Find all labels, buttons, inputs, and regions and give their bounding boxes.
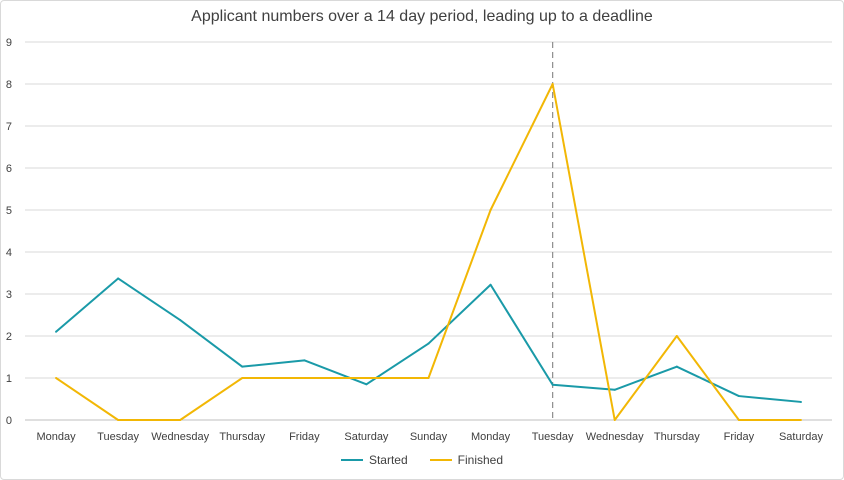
data-point-started xyxy=(55,330,58,333)
data-point-started xyxy=(179,319,182,322)
data-point-finished xyxy=(489,209,492,211)
data-point-finished xyxy=(737,419,740,421)
legend-item-started: Started xyxy=(340,453,408,467)
y-tick-label: 4 xyxy=(6,247,12,259)
y-tick-label: 2 xyxy=(6,331,12,343)
data-point-started xyxy=(737,395,740,398)
data-point-finished xyxy=(675,335,678,337)
x-tick-label: Wednesday xyxy=(151,431,209,443)
legend-label-finished: Finished xyxy=(457,453,504,467)
x-tick-label: Wednesday xyxy=(586,431,644,443)
x-tick-label: Monday xyxy=(36,431,76,443)
data-point-started xyxy=(675,365,678,368)
legend-swatch-finished xyxy=(429,459,452,461)
legend-swatch-started xyxy=(340,459,363,461)
y-tick-label: 1 xyxy=(6,373,12,385)
y-tick-label: 0 xyxy=(6,415,12,427)
x-tick-label: Sunday xyxy=(410,431,448,443)
y-tick-label: 6 xyxy=(6,163,12,175)
x-tick-label: Saturday xyxy=(779,431,824,443)
y-tick-label: 3 xyxy=(6,289,12,301)
x-tick-label: Monday xyxy=(471,431,511,443)
x-tick-label: Friday xyxy=(289,431,320,443)
x-tick-label: Tuesday xyxy=(97,431,139,443)
x-tick-label: Friday xyxy=(724,431,755,443)
data-point-finished xyxy=(303,377,306,379)
data-point-finished xyxy=(241,377,244,379)
legend-item-finished: Finished xyxy=(429,453,504,467)
data-point-started xyxy=(365,383,368,386)
x-tick-label: Thursday xyxy=(654,431,700,443)
data-point-started xyxy=(613,388,616,391)
data-point-finished xyxy=(613,419,616,421)
data-point-started xyxy=(799,400,802,403)
y-tick-label: 9 xyxy=(6,37,12,49)
data-point-started xyxy=(117,277,120,280)
data-point-finished xyxy=(551,83,554,85)
data-point-started xyxy=(427,342,430,345)
data-point-started xyxy=(241,365,244,368)
chart-title: Applicant numbers over a 14 day period, … xyxy=(191,8,653,25)
y-tick-label: 8 xyxy=(6,79,12,91)
legend-label-started: Started xyxy=(368,453,408,467)
series-line-started xyxy=(55,277,802,403)
legend: Started Finished xyxy=(0,453,844,467)
y-tick-label: 5 xyxy=(6,205,12,217)
data-point-finished xyxy=(55,377,58,379)
data-point-started xyxy=(489,283,492,286)
y-tick-label: 7 xyxy=(6,121,12,133)
data-point-started xyxy=(303,359,306,362)
data-point-started xyxy=(551,383,554,386)
data-point-finished xyxy=(799,419,802,421)
x-tick-label: Saturday xyxy=(344,431,389,443)
x-tick-label: Tuesday xyxy=(532,431,574,443)
data-point-finished xyxy=(427,377,430,379)
data-point-finished xyxy=(365,377,368,379)
data-point-finished xyxy=(117,419,120,421)
data-point-finished xyxy=(179,419,182,421)
x-tick-label: Thursday xyxy=(219,431,265,443)
